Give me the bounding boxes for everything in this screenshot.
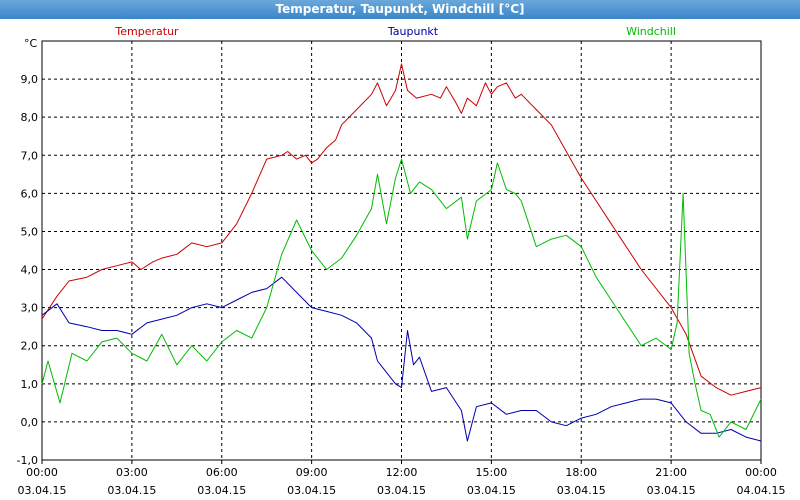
x-tick-date: 03.04.15 xyxy=(287,484,336,497)
legend: Temperatur Taupunkt Windchill xyxy=(114,25,676,38)
x-tick-time: 09:00 xyxy=(296,466,328,479)
y-tick-label: 5,0 xyxy=(21,225,39,238)
x-tick-time: 12:00 xyxy=(386,466,418,479)
window-title: Temperatur, Taupunkt, Windchill [°C] xyxy=(0,0,800,19)
x-tick-time: 21:00 xyxy=(655,466,687,479)
y-tick-label: 4,0 xyxy=(21,264,39,277)
x-tick-date: 04.04.15 xyxy=(737,484,786,497)
series-line-windchill xyxy=(41,158,762,438)
x-tick-date: 03.04.15 xyxy=(107,484,156,497)
series-line-taupunkt xyxy=(41,276,762,442)
x-tick-time: 00:00 xyxy=(26,466,58,479)
x-tick-date: 03.04.15 xyxy=(377,484,426,497)
y-tick-labels: -1,0 0,0 1,0 2,0 3,0 4,0 5,0 6,0 7,0 8,0 9,0 xyxy=(17,73,38,467)
x-tick-time: 06:00 xyxy=(206,466,238,479)
legend-entry-windchill: Windchill xyxy=(626,25,676,38)
x-tick-time: 00:00 xyxy=(745,466,777,479)
x-tick-time: 18:00 xyxy=(565,466,597,479)
chart: -1,0 0,0 1,0 2,0 3,0 4,0 5,0 6,0 7,0 8,0 9,0 00:00… xyxy=(17,25,786,497)
y-tick-label: 6,0 xyxy=(21,187,39,200)
x-tick-time: 15:00 xyxy=(476,466,508,479)
y-tick-label: 9,0 xyxy=(21,73,39,86)
x-tick-date: 03.04.15 xyxy=(197,484,246,497)
x-tick-time: 03:00 xyxy=(116,466,148,479)
legend-entry-taupunkt: Taupunkt xyxy=(387,25,439,38)
x-tick-date: 03.04.15 xyxy=(647,484,696,497)
series-line-temperatur xyxy=(41,63,762,396)
x-tick-date: 03.04.15 xyxy=(467,484,516,497)
y-tick-label: 8,0 xyxy=(21,111,39,124)
x-tick-labels: 00:00 03.04.15 03:00 03.04.15 06:00 03.04.15 0… xyxy=(18,466,786,497)
y-tick-label: 7,0 xyxy=(21,149,39,162)
x-tick-date: 03.04.15 xyxy=(18,484,67,497)
legend-entry-temperatur: Temperatur xyxy=(114,25,179,38)
y-tick-label: 0,0 xyxy=(21,416,39,429)
y-tick-label: 1,0 xyxy=(21,378,39,391)
x-tick-date: 03.04.15 xyxy=(557,484,606,497)
y-tick-label: -1,0 xyxy=(17,454,38,467)
grid xyxy=(41,40,762,464)
y-axis-label: °C xyxy=(24,37,38,50)
y-tick-label: 3,0 xyxy=(21,302,39,315)
y-tick-label: 2,0 xyxy=(21,340,39,353)
series-lines xyxy=(41,63,762,442)
